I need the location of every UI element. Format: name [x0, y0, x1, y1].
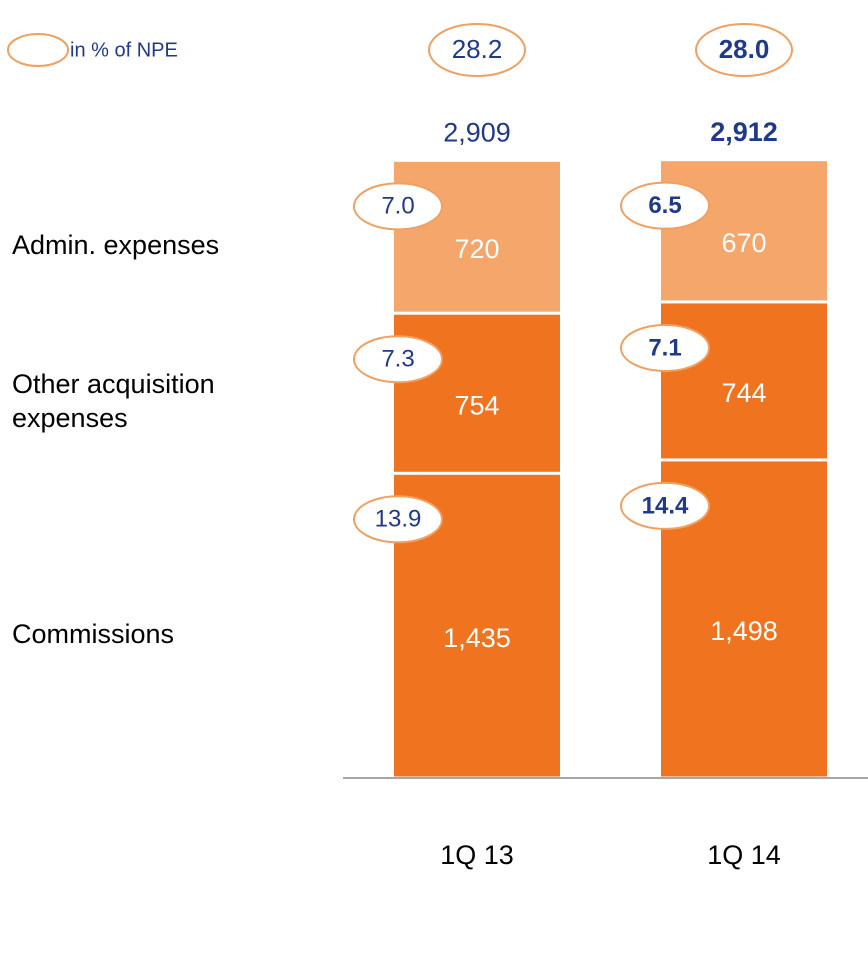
- ratio-ellipse: [620, 323, 710, 372]
- ratio-ellipse: [353, 335, 443, 384]
- series-label: Admin. expenses: [12, 229, 220, 260]
- legend-ellipse: [7, 33, 69, 67]
- segment-value-label: 754: [454, 390, 499, 420]
- x-tick-label: 1Q 13: [440, 840, 514, 870]
- ratio-ellipse: [620, 481, 710, 530]
- series-label: Commissions: [12, 618, 175, 649]
- ratio-ellipse: [353, 182, 443, 231]
- ratio-label: 7.0: [381, 193, 414, 220]
- total-ratio-ellipse: [428, 23, 526, 77]
- ratio-ellipse: [353, 495, 443, 544]
- total-ratio-ellipse: [695, 23, 793, 77]
- ratio-label: 7.3: [381, 346, 414, 373]
- segment-value-label: 720: [454, 234, 499, 264]
- legend-label: in % of NPE: [70, 39, 178, 61]
- ratio-label: 14.4: [642, 492, 689, 519]
- total-ratio-label: 28.0: [719, 34, 770, 64]
- segment-value-label: 744: [721, 378, 766, 408]
- x-tick-label: 1Q 14: [707, 840, 781, 870]
- total-ratio-label: 28.2: [452, 34, 503, 64]
- ratio-label: 7.1: [648, 334, 681, 361]
- ratio-ellipse: [620, 181, 710, 230]
- ratio-label: 13.9: [375, 506, 422, 533]
- segment-value-label: 1,435: [443, 623, 511, 653]
- segment-value-label: 1,498: [710, 616, 778, 646]
- segment-value-label: 670: [721, 228, 766, 258]
- total-label: 2,909: [443, 117, 511, 147]
- ratio-label: 6.5: [648, 192, 681, 219]
- series-label: Other acquisition expenses: [12, 369, 215, 434]
- bar-segment: [661, 161, 827, 301]
- total-label: 2,912: [710, 117, 778, 147]
